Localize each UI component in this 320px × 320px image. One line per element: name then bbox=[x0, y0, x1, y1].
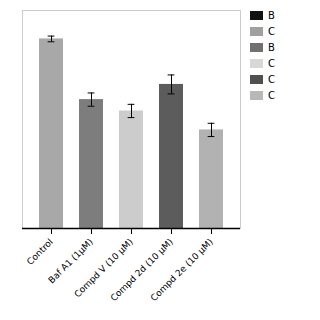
svg-text:Control: Control bbox=[25, 237, 55, 267]
html-text:B: B bbox=[268, 42, 275, 53]
svg-text:Compd V (10 μM): Compd V (10 μM) bbox=[72, 236, 135, 300]
svg-text:Compd 2d (10 μM): Compd 2d (10 μM) bbox=[108, 236, 175, 304]
html-text:B: B bbox=[268, 10, 275, 21]
html-text:C: C bbox=[268, 90, 275, 101]
svg-text:Compd 2e (10 μM): Compd 2e (10 μM) bbox=[149, 237, 215, 303]
html-text:C: C bbox=[268, 26, 275, 37]
svg-text:Baf A1 (1μM): Baf A1 (1μM) bbox=[46, 236, 95, 286]
html-text:C: C bbox=[268, 74, 275, 85]
html-text:C: C bbox=[268, 58, 275, 69]
